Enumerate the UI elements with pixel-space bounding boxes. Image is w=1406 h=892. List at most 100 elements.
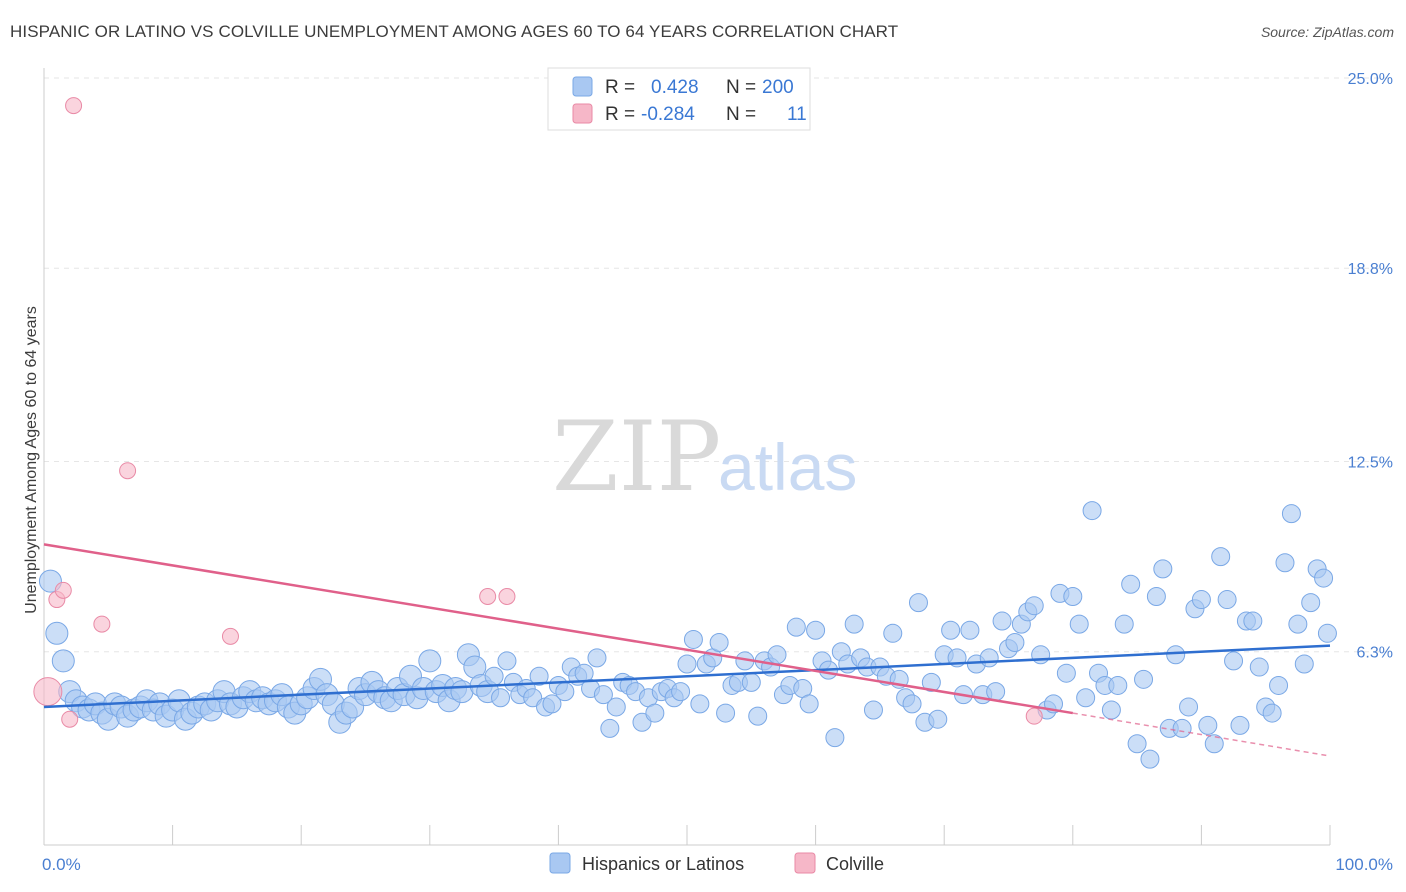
trend-line-colville-extension: [1072, 712, 1331, 757]
point-hispanic-86: [593, 685, 613, 705]
point-hispanic-128: [863, 700, 883, 720]
point-hispanic-80: [555, 682, 575, 702]
point-colville-0: [33, 677, 63, 707]
point-hispanic-146: [979, 648, 999, 668]
series-legend-swatch-hispanic: [549, 852, 571, 874]
point-hispanic-99: [677, 654, 697, 674]
point-hispanic-122: [825, 728, 845, 748]
point-hispanic-180: [1198, 715, 1218, 735]
point-hispanic-94: [645, 703, 665, 723]
point-colville-2: [54, 581, 72, 599]
series-legend-colville: Colville: [826, 854, 884, 874]
point-hispanic-175: [1166, 645, 1186, 665]
point-hispanic-98: [671, 682, 691, 702]
point-hispanic-76: [529, 666, 549, 686]
point-hispanic-134: [902, 694, 922, 714]
series-legend: Hispanics or Latinos Colville: [549, 852, 884, 874]
point-hispanic-116: [786, 617, 806, 637]
point-hispanic-171: [1140, 749, 1160, 769]
watermark-atlas: atlas: [718, 430, 857, 504]
watermark-zip: ZIP: [552, 401, 721, 513]
point-hispanic-191: [1269, 675, 1289, 695]
legend-n-value-2: 11: [787, 104, 807, 125]
x-tick-labels: 0.0% 100.0%: [42, 855, 1393, 874]
chart-title: HISPANIC OR LATINO VS COLVILLE UNEMPLOYM…: [10, 22, 899, 41]
point-hispanic-148: [992, 611, 1012, 631]
point-hispanic-2: [51, 649, 75, 673]
point-hispanic-169: [1127, 734, 1147, 754]
x-tick-label-0: 0.0%: [42, 855, 81, 874]
y-tick-label-2: 18.8%: [1348, 261, 1393, 278]
point-hispanic-158: [1056, 663, 1076, 683]
point-hispanic-85: [587, 648, 607, 668]
point-hispanic-198: [1314, 568, 1334, 588]
point-hispanic-59: [418, 649, 442, 673]
legend-swatch-colville: [572, 103, 593, 124]
series-legend-swatch-colville: [794, 852, 816, 874]
point-hispanic-199: [1317, 623, 1337, 643]
point-hispanic-1: [45, 621, 69, 645]
point-hispanic-168: [1121, 574, 1141, 594]
point-hispanic-87: [600, 718, 620, 738]
point-hispanic-69: [484, 666, 504, 686]
point-hispanic-185: [1230, 715, 1250, 735]
legend-n-label-2: N =: [726, 104, 756, 125]
point-hispanic-135: [908, 593, 928, 613]
legend-r-label-2: R =: [605, 104, 635, 125]
y-axis-label: Unemployment Among Ages 60 to 64 years: [23, 306, 40, 614]
point-hispanic-193: [1281, 504, 1301, 524]
point-hispanic-190: [1262, 703, 1282, 723]
point-hispanic-162: [1082, 501, 1102, 521]
point-hispanic-181: [1204, 734, 1224, 754]
point-hispanic-160: [1069, 614, 1089, 634]
point-hispanic-71: [497, 651, 517, 671]
point-hispanic-92: [632, 712, 652, 732]
point-hispanic-64: [450, 680, 474, 704]
point-hispanic-138: [928, 709, 948, 729]
point-hispanic-137: [921, 672, 941, 692]
point-colville-10: [1025, 707, 1043, 725]
point-hispanic-125: [844, 614, 864, 634]
grid-lines: [44, 77, 1390, 653]
point-hispanic-78: [542, 694, 562, 714]
point-hispanic-188: [1249, 657, 1269, 677]
point-hispanic-167: [1114, 614, 1134, 634]
y-tick-label-0: 6.3%: [1357, 645, 1393, 662]
point-hispanic-88: [606, 697, 626, 717]
point-hispanic-119: [806, 620, 826, 640]
x-tick-label-1: 100.0%: [1335, 855, 1393, 874]
point-colville-6: [119, 462, 137, 480]
y-tick-label-3: 25.0%: [1348, 71, 1393, 88]
point-hispanic-101: [690, 694, 710, 714]
y-tick-labels: 6.3% 12.5% 18.8% 25.0%: [1348, 71, 1393, 662]
point-colville-9: [498, 587, 516, 605]
point-hispanic-147: [986, 682, 1006, 702]
point-hispanic-110: [748, 706, 768, 726]
point-hispanic-187: [1243, 611, 1263, 631]
point-hispanic-159: [1063, 586, 1083, 606]
point-colville-3: [61, 710, 79, 728]
point-hispanic-173: [1153, 559, 1173, 579]
point-hispanic-100: [683, 629, 703, 649]
point-hispanic-194: [1288, 614, 1308, 634]
point-hispanic-105: [716, 703, 736, 723]
point-hispanic-176: [1172, 718, 1192, 738]
point-hispanic-113: [767, 645, 787, 665]
point-hispanic-182: [1211, 547, 1231, 567]
point-hispanic-143: [960, 620, 980, 640]
point-hispanic-192: [1275, 553, 1295, 573]
legend-r-label-1: R =: [605, 77, 635, 98]
point-hispanic-109: [741, 672, 761, 692]
point-colville-8: [479, 587, 497, 605]
point-hispanic-165: [1101, 700, 1121, 720]
point-hispanic-166: [1108, 675, 1128, 695]
legend-r-value-1: 0.428: [651, 77, 699, 98]
point-hispanic-118: [799, 694, 819, 714]
axes: [43, 68, 1331, 846]
point-hispanic-170: [1134, 669, 1154, 689]
point-hispanic-154: [1031, 645, 1051, 665]
legend-r-value-2: -0.284: [641, 104, 695, 125]
point-hispanic-70: [491, 688, 511, 708]
point-hispanic-140: [941, 620, 961, 640]
